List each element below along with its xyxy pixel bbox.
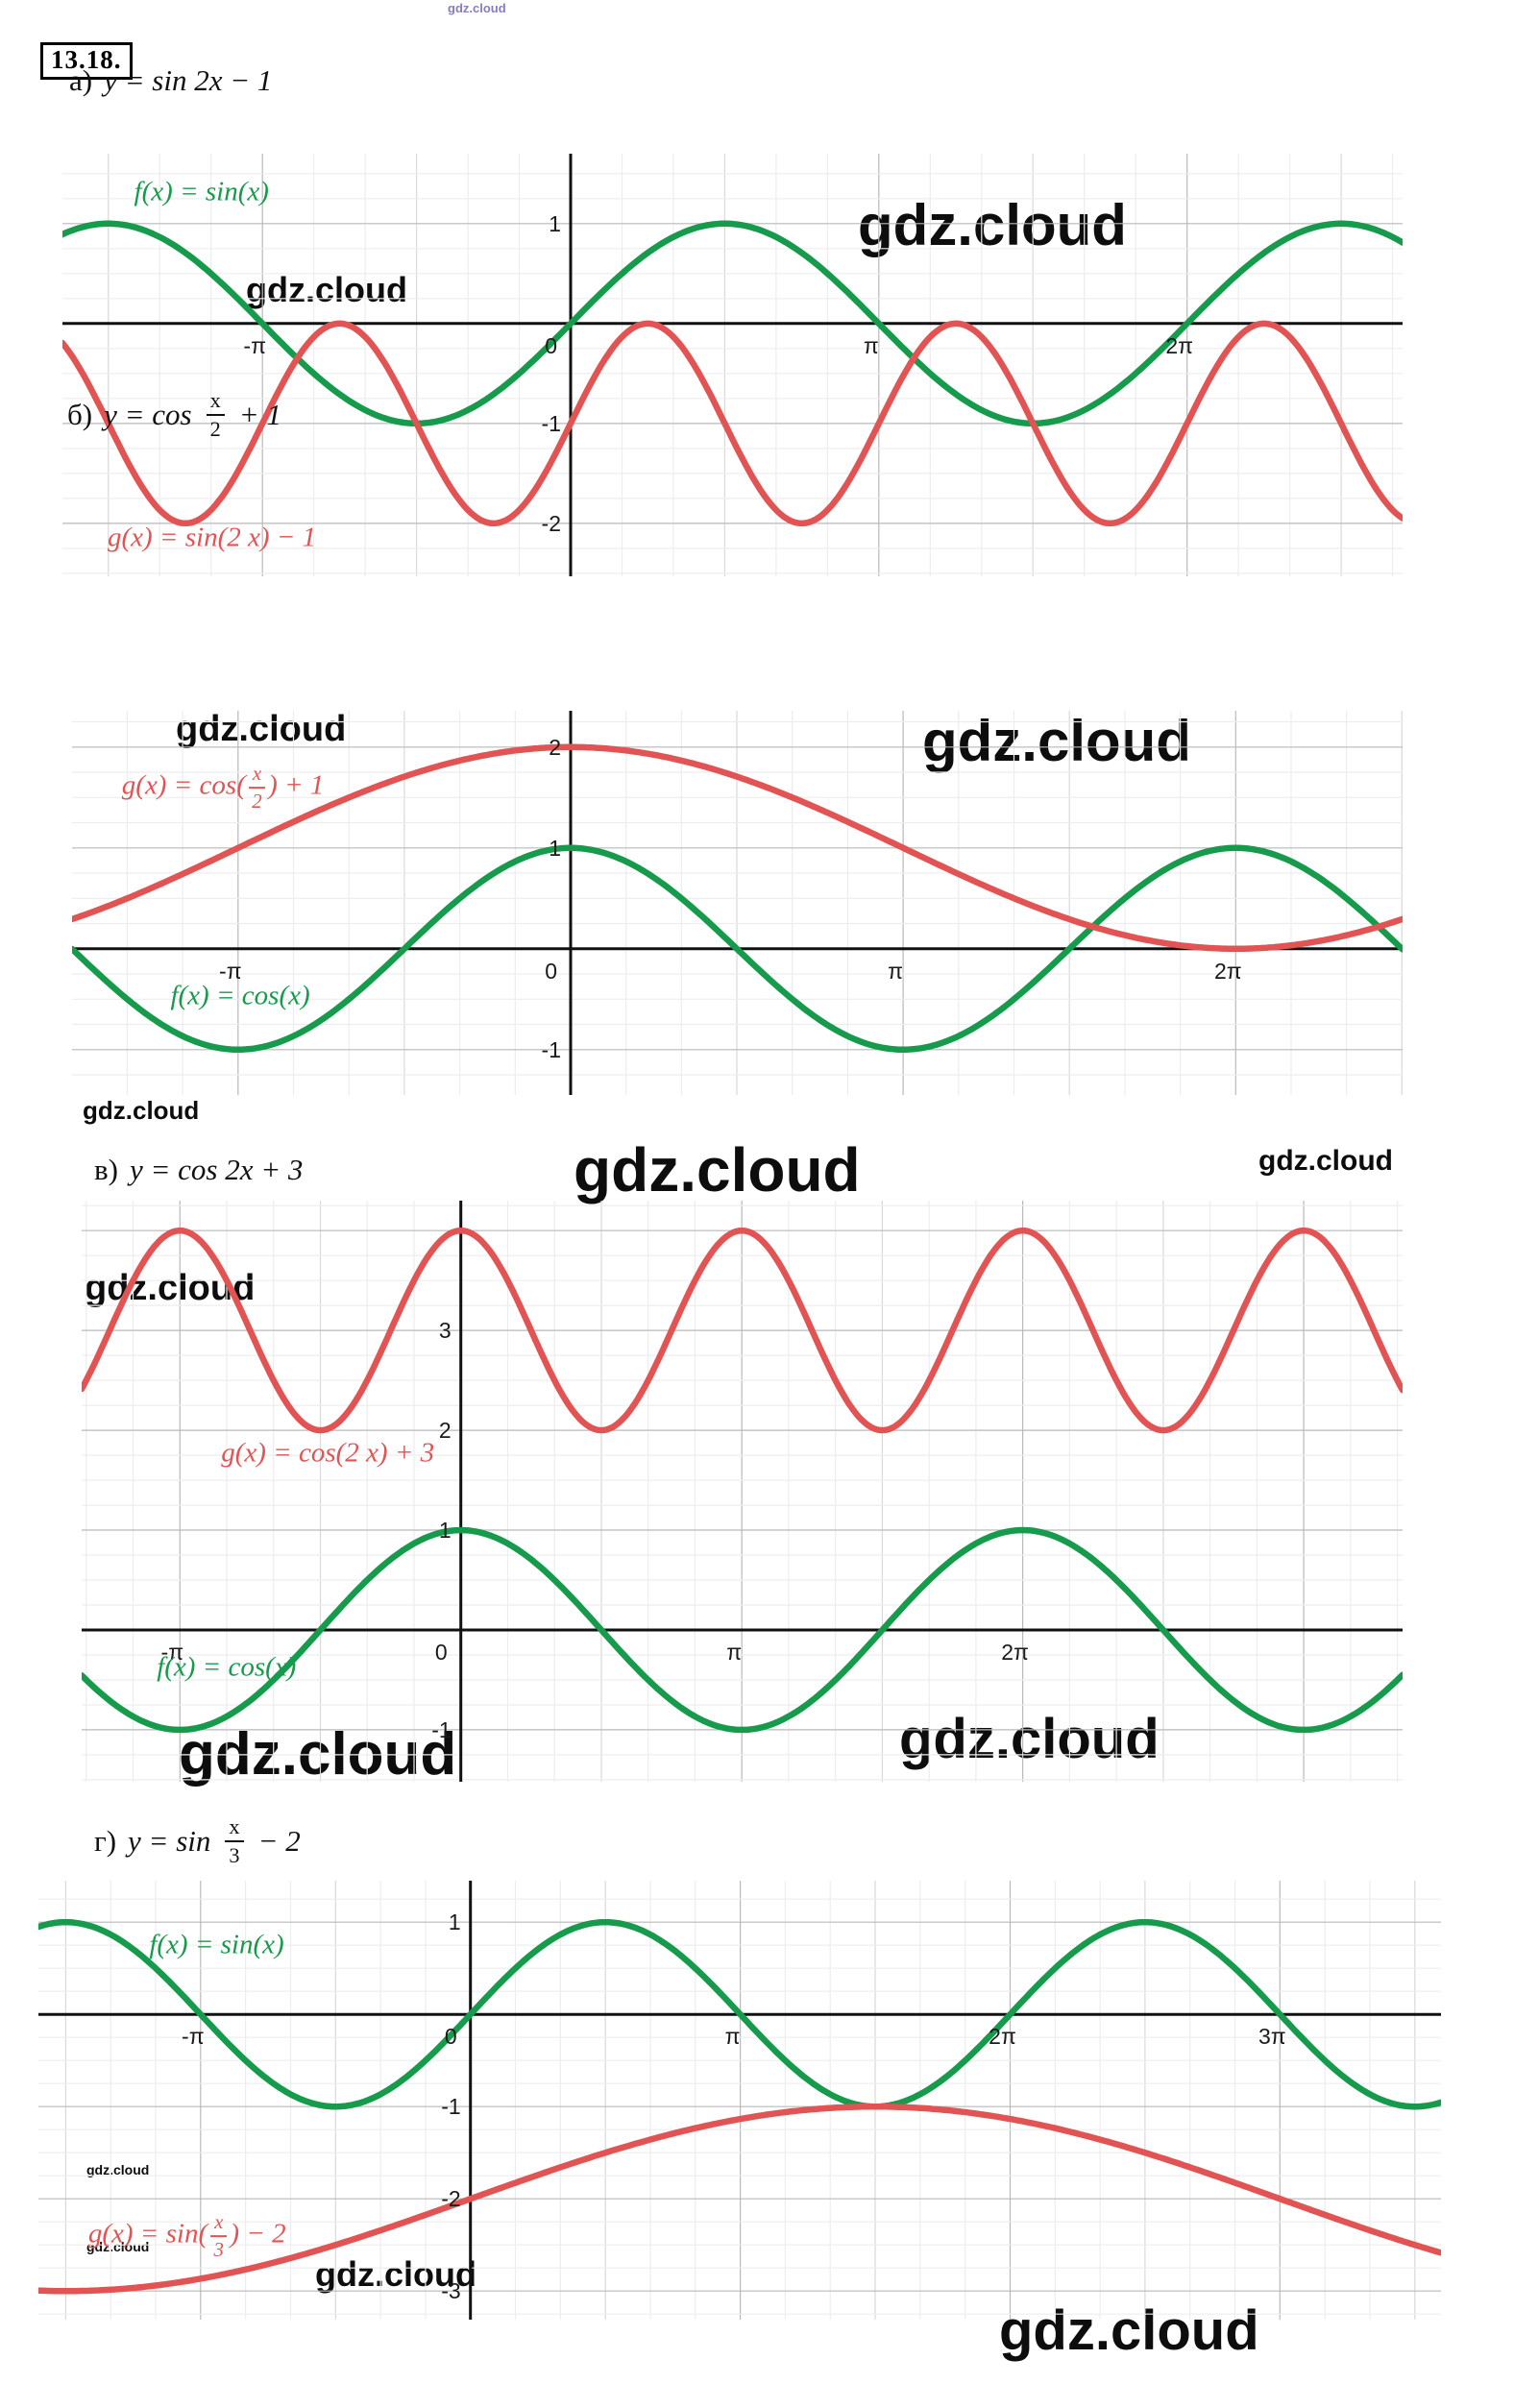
tick-label: -1	[542, 411, 561, 436]
f-label: f(x) = cos(x)	[157, 1651, 297, 1683]
curve-cos	[72, 844, 1403, 1054]
expression-text: y = sin 2x − 1	[104, 63, 273, 97]
g-label: g(x) = sin(x 3) − 2	[87, 2211, 286, 2260]
expression-text: + 1	[238, 398, 281, 432]
part-letter: б)	[67, 398, 93, 432]
tick-label: 0	[445, 2024, 457, 2049]
g-label: g(x) = cos(2 x) + 3	[221, 1439, 434, 1467]
tick-label: 0	[545, 333, 557, 358]
tick-label: -2	[441, 2186, 460, 2211]
expression-text: ) − 2	[230, 2218, 286, 2250]
plot-a: -π 0 π 2π 1 -1 -2 f(x) = sin(x) g(x) = sin(2 x) …	[62, 154, 1403, 576]
part-letter: а)	[69, 63, 93, 97]
watermark-text: gdz.cloud	[83, 1096, 200, 1125]
g-label: g(x) = sin(2 x) − 1	[107, 522, 317, 553]
problem-number: 13.18.	[40, 42, 133, 80]
part-letter: г)	[94, 1824, 117, 1859]
part-letter: в)	[94, 1153, 118, 1186]
tick-label: -2	[542, 511, 561, 536]
plot-g: -π 0 π 2π 3π 1 -1 -2 -3 f(x) = sin(x) g(x) = sin(x…	[38, 1881, 1441, 2320]
curve-sin	[38, 2103, 1441, 2295]
tick-label: 2π	[1214, 959, 1242, 984]
watermark-text: gdz.cloud	[448, 1, 506, 15]
part-a-heading: а) y = sin 2x − 1	[69, 63, 272, 98]
tick-label: π	[864, 333, 879, 358]
watermark-text: gdz.cloud	[176, 709, 347, 749]
f-label: f(x) = sin(x)	[149, 1929, 284, 1960]
tick-label: π	[725, 2024, 741, 2049]
tick-label: 3π	[1258, 2024, 1286, 2049]
expression-text: ) + 1	[268, 769, 325, 801]
tick-label: 1	[549, 836, 561, 861]
watermark-text: gdz.cloud	[858, 193, 1127, 257]
tick-label: 1	[449, 1909, 461, 1934]
plot-a-canvas: -π 0 π 2π 1 -1 -2	[62, 154, 1403, 576]
expression-text: f(x) = sin(x)	[134, 176, 269, 207]
tick-label: -1	[431, 1717, 451, 1742]
tick-label: -π	[243, 333, 266, 358]
curve-sin	[62, 320, 1403, 527]
watermark-text: gdz.cloud	[999, 2299, 1259, 2362]
tick-label: 3	[439, 1318, 452, 1343]
watermark-text: gdz.cloud	[315, 2254, 476, 2294]
f-label: f(x) = sin(x)	[134, 178, 269, 206]
tick-label: -π	[182, 2024, 205, 2049]
tick-label: 0	[435, 1640, 448, 1665]
watermark-text: gdz.cloud	[86, 2162, 150, 2177]
plot-v-canvas: -π 0 π 2π 3 2 1 -1	[82, 1201, 1403, 1782]
tick-label: 0	[545, 959, 557, 984]
plot-b-canvas: -π 0 π 2π 2 1 -1	[72, 711, 1403, 1095]
watermark-text: gdz.cloud	[86, 2239, 150, 2254]
tick-label: 2π	[989, 2024, 1016, 2049]
curve-cos	[82, 1526, 1403, 1734]
tick-label: 1	[439, 1518, 452, 1543]
tick-label: -1	[441, 2094, 460, 2119]
curve-sin	[62, 220, 1403, 427]
expression-text: g(x) = cos(	[121, 769, 246, 801]
part-v-heading: в) y = cos 2x + 3	[94, 1153, 303, 1187]
curve-cos	[72, 743, 1403, 953]
expression-text: y = sin	[128, 1824, 211, 1859]
expression-text: g(x) = cos(2 x) + 3	[221, 1437, 435, 1469]
tick-label: 2	[439, 1418, 452, 1443]
tick-label: 2π	[1001, 1640, 1029, 1665]
expression-text: − 2	[257, 1824, 301, 1859]
expression-text: y = cos	[104, 398, 192, 432]
watermark-text: gdz.cloud	[1258, 1145, 1393, 1177]
tick-label: 2	[549, 735, 561, 760]
tick-label: π	[726, 1640, 742, 1665]
tick-label: -1	[542, 1037, 561, 1062]
tick-label: 1	[549, 211, 561, 236]
curve-cos	[82, 1227, 1403, 1434]
tick-label: -π	[219, 959, 242, 984]
f-label: f(x) = cos(x)	[170, 980, 310, 1011]
expression-text: f(x) = cos(x)	[170, 980, 310, 1011]
watermark-text: gdz.cloud	[246, 270, 407, 309]
g-label: g(x) = cos(x 2) + 1	[122, 764, 325, 812]
tick-label: -3	[441, 2278, 460, 2303]
tick-label: π	[888, 959, 903, 984]
plot-b: -π 0 π 2π 2 1 -1 g(x) = cos(x 2) + 1 f(x) = cos(x…	[72, 711, 1403, 1095]
expression-text: f(x) = cos(x)	[157, 1651, 297, 1683]
expression-text: f(x) = sin(x)	[149, 1929, 284, 1960]
curve-sin	[38, 1918, 1441, 2110]
expression-text: g(x) = sin(2 x) − 1	[107, 522, 317, 553]
tick-label: -π	[161, 1640, 184, 1665]
watermark-text: gdz.cloud	[574, 1135, 861, 1204]
expression-text: y = cos 2x + 3	[129, 1153, 304, 1186]
expression-text: g(x) = sin(	[87, 2218, 208, 2250]
plot-g-canvas: -π 0 π 2π 3π 1 -1 -2 -3	[38, 1881, 1441, 2320]
tick-label: 2π	[1165, 333, 1193, 358]
plot-v: -π 0 π 2π 3 2 1 -1 g(x) = cos(2 x) + 3 f(x) = cos…	[82, 1201, 1403, 1782]
